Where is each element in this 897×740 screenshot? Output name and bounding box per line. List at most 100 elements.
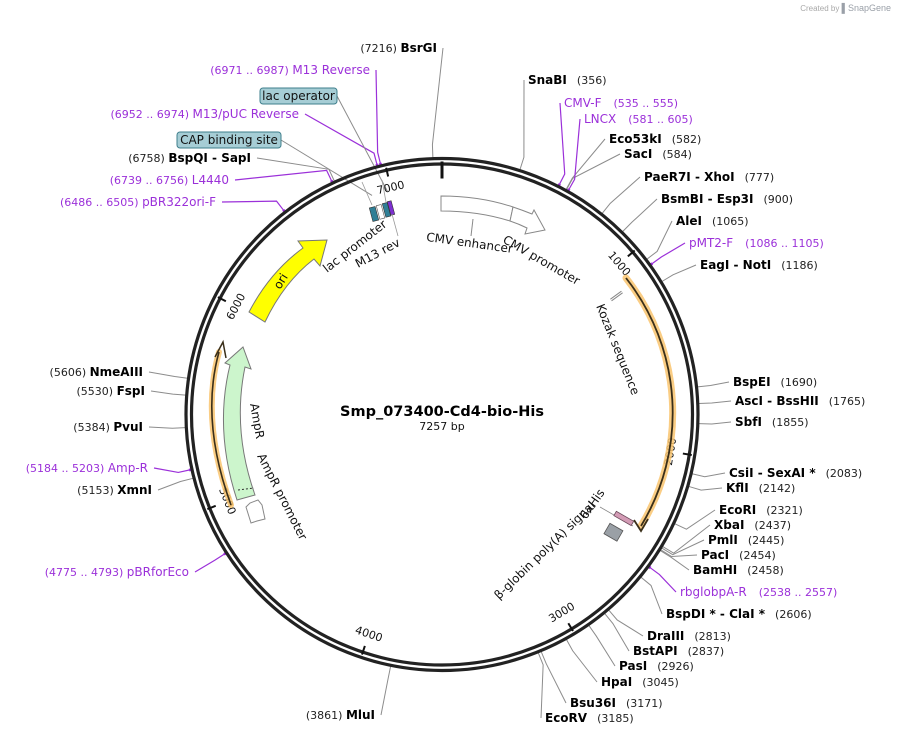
primer-label[interactable]: CMV-F (535 .. 555) [564,96,678,110]
leader-lines [148,47,732,719]
leader-line [688,485,723,491]
ampr-promoter-label: AmpR promoter [254,451,310,542]
leader-line [662,524,711,554]
leader-line [221,200,285,212]
primer-label[interactable]: (6486 .. 6505) pBR322ori-F [60,195,216,209]
enzyme-site-label[interactable]: PasI (2926) [619,659,694,673]
enzyme-site-label[interactable]: BsmBI - Esp3I (900) [661,192,793,206]
enzyme-site-label[interactable]: EcoRV (3185) [545,711,634,725]
enzyme-site-label[interactable]: BamHI (2458) [693,563,784,577]
primer-label[interactable]: rbglobpA-R (2538 .. 2557) [680,585,837,599]
watermark-prefix: Created by [800,4,840,13]
leader-line [660,549,698,558]
enzyme-site-label[interactable]: PaeR7I - XhoI (777) [644,170,774,184]
snapgene-logo-icon: ▌ [841,3,848,13]
leader-line [697,381,730,388]
enzyme-site-label[interactable]: (5153) XmnI [77,483,152,497]
leader-line [148,371,188,379]
ampr-promoter-arrow[interactable] [245,499,266,524]
boxed-feature-labels: lac operator CAP binding site [176,87,338,149]
enzyme-site-label[interactable]: SbfI (1855) [735,415,809,429]
plasmid-name: Smp_073400-Cd4-bio-His [340,404,544,420]
cmv-promoter-label: CMV promoter [501,232,583,287]
enzyme-site-label[interactable]: (6758) BspQI - SapI [128,151,251,165]
enzyme-site-label[interactable]: EcoRI (2321) [719,503,803,517]
leader-line [336,95,388,192]
enzyme-site-label[interactable]: (3861) MluI [306,708,375,722]
leader-line [558,102,566,186]
leader-line [280,139,373,196]
enzyme-site-label[interactable]: BspDI * - ClaI * (2606) [666,607,812,621]
leader-line [604,613,630,652]
polya-feature[interactable] [603,522,624,542]
enzyme-site-label[interactable]: AscI - BssHII (1765) [735,394,865,408]
ori-arrow[interactable] [248,239,328,323]
tick-label: 1000 [605,249,633,279]
enzyme-site-label[interactable]: Bsu36I (3171) [570,696,663,710]
primer-label[interactable]: (6971 .. 6987) M13 Reverse [210,63,370,77]
cmv-enhancer-feature[interactable] [440,195,514,222]
tick-6000 [217,296,227,303]
leader-line [659,550,690,571]
cmv-promoter-feature[interactable] [509,206,546,235]
enzyme-site-label[interactable]: CsiI - SexAI * (2083) [729,466,862,480]
polya-label: β-globin poly(A) signal [491,498,598,602]
leader-line [640,576,663,615]
primer-label[interactable]: (6739 .. 6756) L4440 [110,173,229,187]
enzyme-site-label[interactable]: SnaBI (356) [528,73,607,87]
enzyme-site-label[interactable]: EagI - NotI (1186) [700,258,818,272]
enzyme-site-label[interactable]: KflI (2142) [726,481,795,495]
tick-7000 [385,167,390,177]
primer-label[interactable]: (5184 .. 5203) Amp-R [26,461,148,475]
enzyme-site-label[interactable]: PmlI (2445) [708,533,784,547]
enzyme-site-label[interactable]: (7216) BsrGI [360,41,437,55]
feature-layer [208,179,677,542]
leader-line [674,509,716,530]
enzyme-site-label[interactable]: PacI (2454) [701,548,776,562]
leader-line [646,220,673,260]
primer-label[interactable]: pMT2-F (1086 .. 1105) [689,236,824,250]
feature-box-label: lac operator [262,89,335,103]
leader-line [566,153,621,190]
feature-box-label: CAP binding site [180,133,278,147]
ampr-label: AmpR [247,402,267,440]
enzyme-site-label[interactable]: (5530) FspI [77,384,145,398]
primer-label[interactable]: (6952 .. 6974) M13/pUC Reverse [110,107,299,121]
primer-label[interactable]: LNCX (581 .. 605) [584,112,693,126]
leader-line [194,552,227,573]
enzyme-site-label[interactable]: XbaI (2437) [714,518,791,532]
plasmid-length: 7257 bp [419,420,464,433]
enzyme-site-label[interactable]: BspEI (1690) [733,375,817,389]
leader-line [537,652,544,719]
enzyme-site-label[interactable]: HpaI (3045) [601,675,679,689]
enzyme-site-label[interactable]: SacI (584) [624,147,692,161]
leader-line [567,118,581,191]
tick-3000 [567,622,574,632]
tick-label: 7000 [376,178,406,197]
feature-box[interactable] [176,131,282,149]
enzyme-site-label[interactable]: (5384) PvuI [73,420,143,434]
enzyme-site-label[interactable]: Eco53kI (582) [609,132,701,146]
feature-box[interactable] [259,87,338,105]
enzyme-site-label[interactable]: AleI (1065) [676,214,749,228]
ampr-arrow[interactable] [222,346,256,501]
leader-line [304,113,378,166]
enzyme-site-label[interactable]: BstAPI (2837) [633,644,724,658]
snapgene-watermark: Created by ▌SnapGene [800,3,891,13]
leader-line [380,666,392,716]
tick-2000 [682,452,692,457]
leader-line [622,198,658,233]
enzyme-site-label[interactable]: DraIII (2813) [647,629,731,643]
tick-4000 [361,645,366,655]
lac-feature-cluster[interactable] [361,179,399,237]
6xhis-feature[interactable] [613,510,635,527]
leader-line [650,242,686,266]
leader-line [698,400,732,405]
tick-5000 [206,504,217,511]
primer-label[interactable]: (4775 .. 4793) pBRforEco [45,565,189,579]
tick-label: 4000 [353,624,384,645]
leader-line [519,79,525,170]
leader-line [375,69,382,166]
enzyme-site-label[interactable]: (5606) NmeAIII [50,365,143,379]
